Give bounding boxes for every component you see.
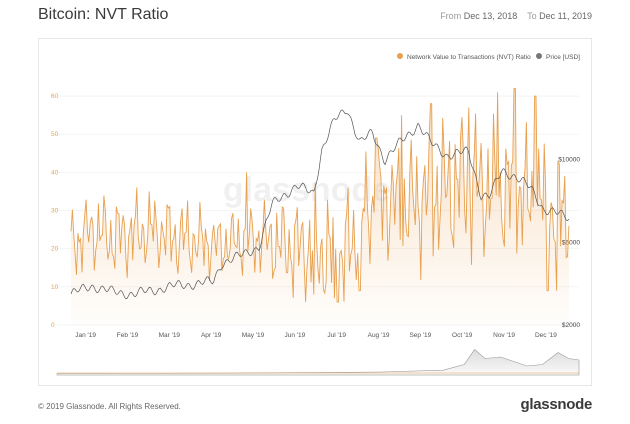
y-left-tick-30: 30 — [51, 208, 59, 215]
y-left-tick-40: 40 — [51, 169, 59, 176]
x-tick-6: Jul '19 — [327, 332, 346, 339]
legend-nvt-label[interactable]: Network Value to Transactions (NVT) Rati… — [407, 54, 531, 61]
watermark: glassnode — [223, 171, 391, 209]
nvt-chart: glassnode Network Value to Transactions … — [51, 53, 580, 376]
y-left-tick-10: 10 — [51, 284, 59, 291]
to-label: To — [527, 11, 537, 21]
x-tick-1: Feb '19 — [117, 332, 139, 339]
legend-price-label[interactable]: Price [USD] — [546, 54, 580, 61]
nvt-line[interactable] — [70, 87, 570, 303]
y-left-tick-20: 20 — [51, 246, 59, 253]
legend-nvt-swatch[interactable] — [397, 53, 403, 59]
x-tick-4: May '19 — [242, 332, 265, 339]
navigator-series[interactable] — [56, 349, 580, 376]
glassnode-logo[interactable]: glassnode — [520, 396, 593, 413]
copyright: © 2019 Glassnode. All Rights Reserved. — [38, 402, 181, 411]
x-tick-2: Mar '19 — [159, 332, 181, 339]
y-left-tick-60: 60 — [51, 93, 59, 100]
y-right-tick-1: $6000 — [562, 239, 580, 246]
chart-panel: glassnode Network Value to Transactions … — [38, 38, 592, 386]
x-tick-5: Jun '19 — [284, 332, 305, 339]
x-tick-9: Oct '19 — [452, 332, 473, 339]
price-line[interactable] — [70, 109, 570, 300]
y-right-tick-0: $2000 — [562, 322, 580, 329]
from-date[interactable]: Dec 13, 2018 — [463, 11, 518, 21]
nvt-area — [71, 88, 569, 326]
y-right-tick-2: $10000 — [558, 157, 580, 164]
legend-price-swatch[interactable] — [536, 53, 542, 59]
date-range: From Dec 13, 2018 To Dec 11, 2019 — [440, 11, 592, 21]
page-title: Bitcoin: NVT Ratio — [38, 6, 169, 23]
y-left-tick-0: 0 — [51, 322, 55, 329]
x-tick-0: Jan '19 — [75, 332, 96, 339]
x-tick-10: Nov '19 — [493, 332, 515, 339]
from-label: From — [440, 11, 462, 21]
x-tick-11: Dec '19 — [535, 332, 557, 339]
x-tick-8: Sep '19 — [409, 332, 431, 339]
legend: Network Value to Transactions (NVT) Rati… — [397, 53, 580, 61]
x-tick-7: Aug '19 — [368, 332, 390, 339]
to-date[interactable]: Dec 11, 2019 — [539, 11, 592, 21]
y-left-tick-50: 50 — [51, 131, 59, 138]
x-tick-3: Apr '19 — [201, 332, 222, 339]
